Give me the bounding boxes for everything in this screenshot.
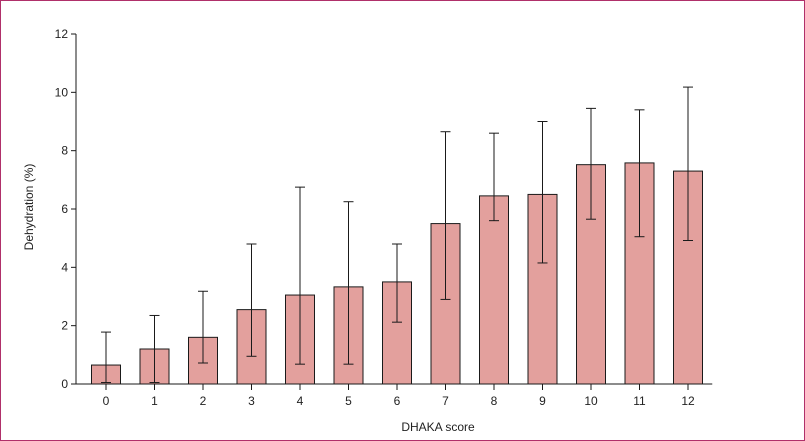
x-tick-label: 8 [491, 394, 498, 408]
x-tick-label: 9 [539, 394, 546, 408]
x-axis: 0 1 2 3 4 5 6 7 8 9 10 11 12 [76, 383, 713, 408]
error-bars [101, 86, 693, 384]
x-tick-label: 2 [200, 394, 207, 408]
y-tick-label: 2 [61, 319, 68, 333]
x-tick-label: 1 [151, 394, 158, 408]
y-tick-label: 4 [61, 260, 68, 274]
x-tick-label: 10 [584, 394, 598, 408]
y-tick-label: 8 [61, 144, 68, 158]
y-tick-label: 12 [55, 27, 69, 41]
x-tick-label: 0 [103, 394, 110, 408]
y-axis-title: Dehydration (%) [22, 164, 36, 251]
y-axis: 0 2 4 6 8 10 12 [55, 27, 77, 391]
x-tick-label: 7 [442, 394, 449, 408]
x-tick-label: 3 [248, 394, 255, 408]
x-tick-label: 12 [681, 394, 695, 408]
y-tick-label: 10 [55, 85, 69, 99]
x-tick-label: 5 [345, 394, 352, 408]
x-tick-label: 6 [394, 394, 401, 408]
x-axis-title: DHAKA score [401, 420, 475, 434]
y-tick-label: 6 [61, 202, 68, 216]
x-tick-label: 4 [297, 394, 304, 408]
y-tick-label: 0 [61, 377, 68, 391]
bar [479, 195, 509, 385]
x-tick-label: 11 [633, 394, 646, 408]
